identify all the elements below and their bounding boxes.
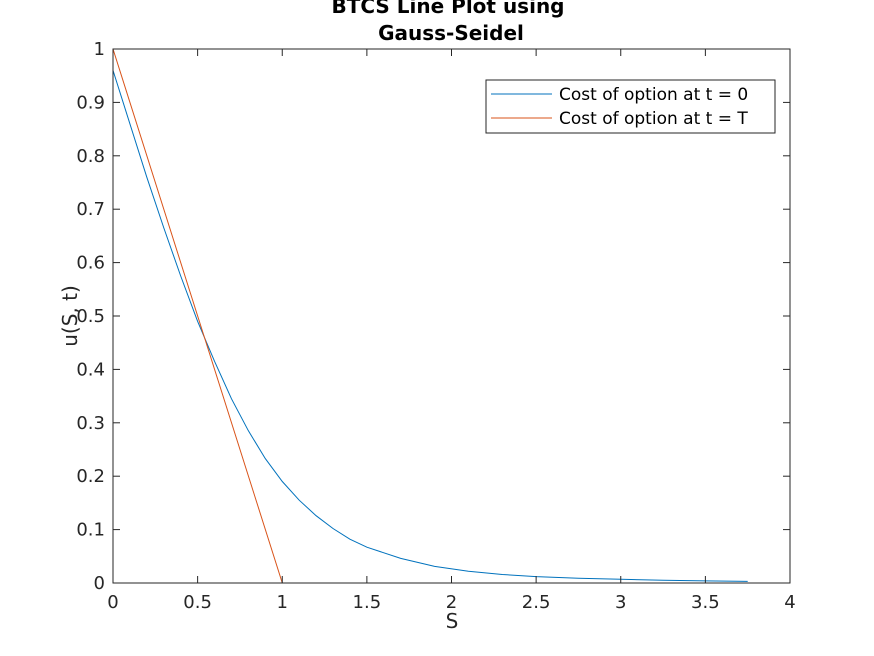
y-axis-label: u(S, t): [58, 285, 82, 347]
y-tick-label: 0: [94, 573, 105, 594]
chart-title-line-1: BTCS Line Plot using: [332, 0, 565, 18]
legend-label-series-tT: Cost of option at t = T: [559, 109, 748, 129]
y-tick-label: 0.6: [76, 253, 105, 274]
chart-title: BTCS Line Plot using Gauss-Seidel: [332, 0, 565, 45]
y-axis-ticks: 0 0.1 0.2 0.3 0.4 0.5 0.6 0.7 0.8 0.9 1: [76, 39, 790, 594]
legend-label-series-t0: Cost of option at t = 0: [559, 85, 748, 105]
plot-area: [113, 49, 790, 583]
x-axis-label: S: [446, 609, 459, 633]
y-tick-label: 0.2: [76, 466, 105, 487]
legend: Cost of option at t = 0 Cost of option a…: [485, 79, 776, 134]
x-tick-label: 4: [784, 592, 795, 613]
y-tick-label: 0.3: [76, 413, 105, 434]
x-tick-label: 1: [277, 592, 288, 613]
x-tick-label: 0: [107, 592, 118, 613]
y-tick-label: 0.5: [76, 306, 105, 327]
y-tick-label: 0.7: [76, 199, 105, 220]
series-line-0: [112, 70, 748, 582]
x-tick-label: 0.5: [183, 592, 212, 613]
x-tick-label: 2.5: [522, 592, 551, 613]
legend-box: [485, 79, 776, 134]
y-tick-label: 0.8: [76, 146, 105, 167]
chart-title-line-2: Gauss-Seidel: [378, 21, 524, 45]
x-axis-ticks: 0 0.5 1 1.5 2 2.5 3 3.5 4: [107, 49, 796, 613]
y-tick-label: 0.1: [76, 520, 105, 541]
x-tick-label: 3.5: [691, 592, 720, 613]
x-tick-label: 3: [615, 592, 626, 613]
x-tick-label: 1.5: [353, 592, 382, 613]
x-tick-label: 2: [446, 592, 457, 613]
y-tick-label: 0.9: [76, 92, 105, 113]
y-tick-label: 0.4: [76, 359, 105, 380]
y-tick-label: 1: [94, 39, 105, 60]
